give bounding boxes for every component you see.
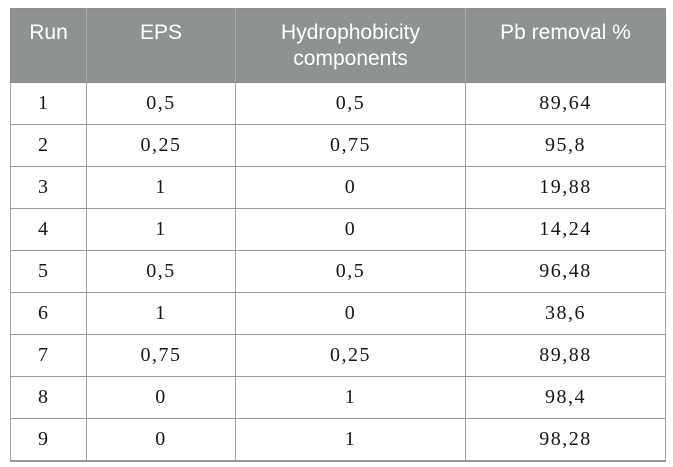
- table-cell-eps: 0,5: [86, 250, 236, 293]
- table-cell-run: 6: [10, 292, 87, 335]
- table-row: 1 0,5 0,5 89,64: [10, 82, 666, 125]
- table-cell-eps: 0,5: [86, 82, 236, 125]
- table-cell-hydrophobicity: 0: [235, 208, 466, 251]
- table-cell-eps: 0,25: [86, 124, 236, 167]
- table-cell-run: 5: [10, 250, 87, 293]
- table-row: 9 0 1 98,28: [10, 418, 666, 462]
- table-cell-run: 1: [10, 82, 87, 125]
- table-cell-pb_removal: 89,64: [465, 82, 666, 125]
- table-cell-pb_removal: 89,88: [465, 334, 666, 377]
- table-row: 4 1 0 14,24: [10, 208, 666, 251]
- table-row: 8 0 1 98,4: [10, 376, 666, 419]
- table-cell-run: 3: [10, 166, 87, 209]
- table-header: Run EPS Hydrophobicity components Pb rem…: [10, 8, 666, 83]
- table-cell-run: 9: [10, 418, 87, 462]
- table-cell-hydrophobicity: 0: [235, 166, 466, 209]
- table-cell-pb_removal: 95,8: [465, 124, 666, 167]
- table-cell-hydrophobicity: 0: [235, 292, 466, 335]
- table-cell-hydrophobicity: 0,5: [235, 82, 466, 125]
- table-cell-run: 4: [10, 208, 87, 251]
- column-header-eps: EPS: [86, 8, 236, 83]
- table-cell-hydrophobicity: 0,75: [235, 124, 466, 167]
- table-cell-run: 7: [10, 334, 87, 377]
- table-row: 6 1 0 38,6: [10, 292, 666, 335]
- table-cell-eps: 1: [86, 166, 236, 209]
- table-cell-pb_removal: 96,48: [465, 250, 666, 293]
- column-header-pb-removal-percent: Pb removal %: [465, 8, 666, 83]
- table-container: Run EPS Hydrophobicity components Pb rem…: [10, 8, 666, 462]
- column-header-run: Run: [10, 8, 87, 83]
- table-cell-hydrophobicity: 1: [235, 376, 466, 419]
- table-cell-pb_removal: 38,6: [465, 292, 666, 335]
- table-cell-pb_removal: 98,4: [465, 376, 666, 419]
- experiment-runs-table: Run EPS Hydrophobicity components Pb rem…: [10, 8, 666, 462]
- table-cell-pb_removal: 14,24: [465, 208, 666, 251]
- table-row: 5 0,5 0,5 96,48: [10, 250, 666, 293]
- table-cell-eps: 0: [86, 376, 236, 419]
- table-cell-run: 8: [10, 376, 87, 419]
- table-cell-run: 2: [10, 124, 87, 167]
- table-row: 3 1 0 19,88: [10, 166, 666, 209]
- table-cell-pb_removal: 19,88: [465, 166, 666, 209]
- table-cell-hydrophobicity: 0,25: [235, 334, 466, 377]
- table-cell-eps: 1: [86, 208, 236, 251]
- table-row: 7 0,75 0,25 89,88: [10, 334, 666, 377]
- table-cell-eps: 0,75: [86, 334, 236, 377]
- table-cell-hydrophobicity: 1: [235, 418, 466, 462]
- table-cell-pb_removal: 98,28: [465, 418, 666, 462]
- table-body: 1 0,5 0,5 89,64 2 0,25 0,75 95,8 3 1 0 19,88 4 1 0 14,2…: [10, 82, 666, 462]
- table-cell-eps: 1: [86, 292, 236, 335]
- table-cell-eps: 0: [86, 418, 236, 462]
- table-row: 2 0,25 0,75 95,8: [10, 124, 666, 167]
- table-cell-hydrophobicity: 0,5: [235, 250, 466, 293]
- header-row: Run EPS Hydrophobicity components Pb rem…: [10, 8, 666, 83]
- column-header-hydrophobicity-components: Hydrophobicity components: [235, 8, 466, 83]
